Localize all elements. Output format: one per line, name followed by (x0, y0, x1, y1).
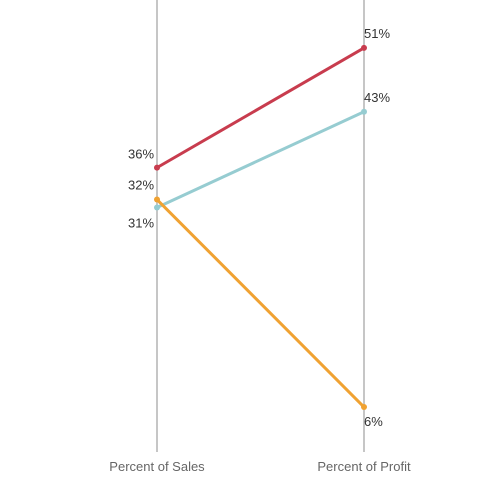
data-label-0-1: 51% (364, 26, 390, 41)
data-point-0-1 (361, 44, 367, 51)
series-line-1 (155, 110, 366, 210)
data-label-1-0: 31% (128, 216, 154, 231)
data-label-2-1: 6% (364, 414, 383, 429)
series-layer (154, 44, 367, 411)
data-label-1-1: 43% (364, 90, 390, 105)
data-point-0-0 (154, 164, 160, 171)
series-line-0 (155, 46, 366, 170)
series-line-2 (155, 198, 366, 409)
data-point-2-0 (154, 196, 160, 203)
data-label-2-0: 32% (128, 178, 154, 193)
category-label-profit: Percent of Profit (317, 459, 411, 474)
data-point-2-1 (361, 404, 367, 411)
labels-layer: 36% 51% 31% 43% 32% 6% (128, 26, 390, 429)
data-point-1-0 (154, 204, 160, 211)
data-label-0-0: 36% (128, 147, 154, 162)
data-point-1-1 (361, 108, 367, 115)
category-label-sales: Percent of Sales (109, 459, 205, 474)
axes-layer: Percent of Sales Percent of Profit (109, 0, 411, 474)
